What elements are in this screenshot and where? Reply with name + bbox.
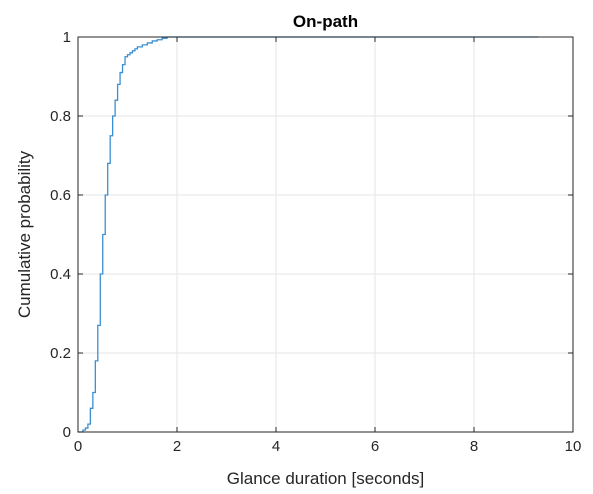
y-tick-label: 0.8 bbox=[50, 108, 71, 125]
plot-area bbox=[78, 37, 573, 432]
y-tick-label: 0.2 bbox=[50, 345, 71, 362]
tick-layer: 0 2 4 6 8 10 0 0.2 0.4 0.6 0.8 1 bbox=[50, 29, 581, 455]
y-axis-label: Cumulative probability bbox=[15, 150, 34, 318]
x-tick-label: 6 bbox=[371, 438, 379, 455]
x-tick-label: 8 bbox=[470, 438, 478, 455]
series-layer bbox=[78, 36, 539, 433]
y-tick-label: 1 bbox=[63, 29, 71, 46]
x-tick-label: 4 bbox=[272, 438, 280, 455]
x-tick-label: 10 bbox=[565, 438, 582, 455]
y-tick-label: 0 bbox=[63, 424, 71, 441]
y-tick-label: 0.4 bbox=[50, 266, 71, 283]
y-tick-label: 0.6 bbox=[50, 187, 71, 204]
x-tick-label: 2 bbox=[173, 438, 181, 455]
x-axis-label: Glance duration [seconds] bbox=[227, 469, 425, 488]
chart-title: On-path bbox=[293, 12, 358, 31]
cdf-series-line bbox=[78, 36, 539, 433]
plot-frame bbox=[77, 36, 574, 433]
grid-layer bbox=[78, 37, 573, 432]
x-tick-label: 0 bbox=[74, 438, 82, 455]
